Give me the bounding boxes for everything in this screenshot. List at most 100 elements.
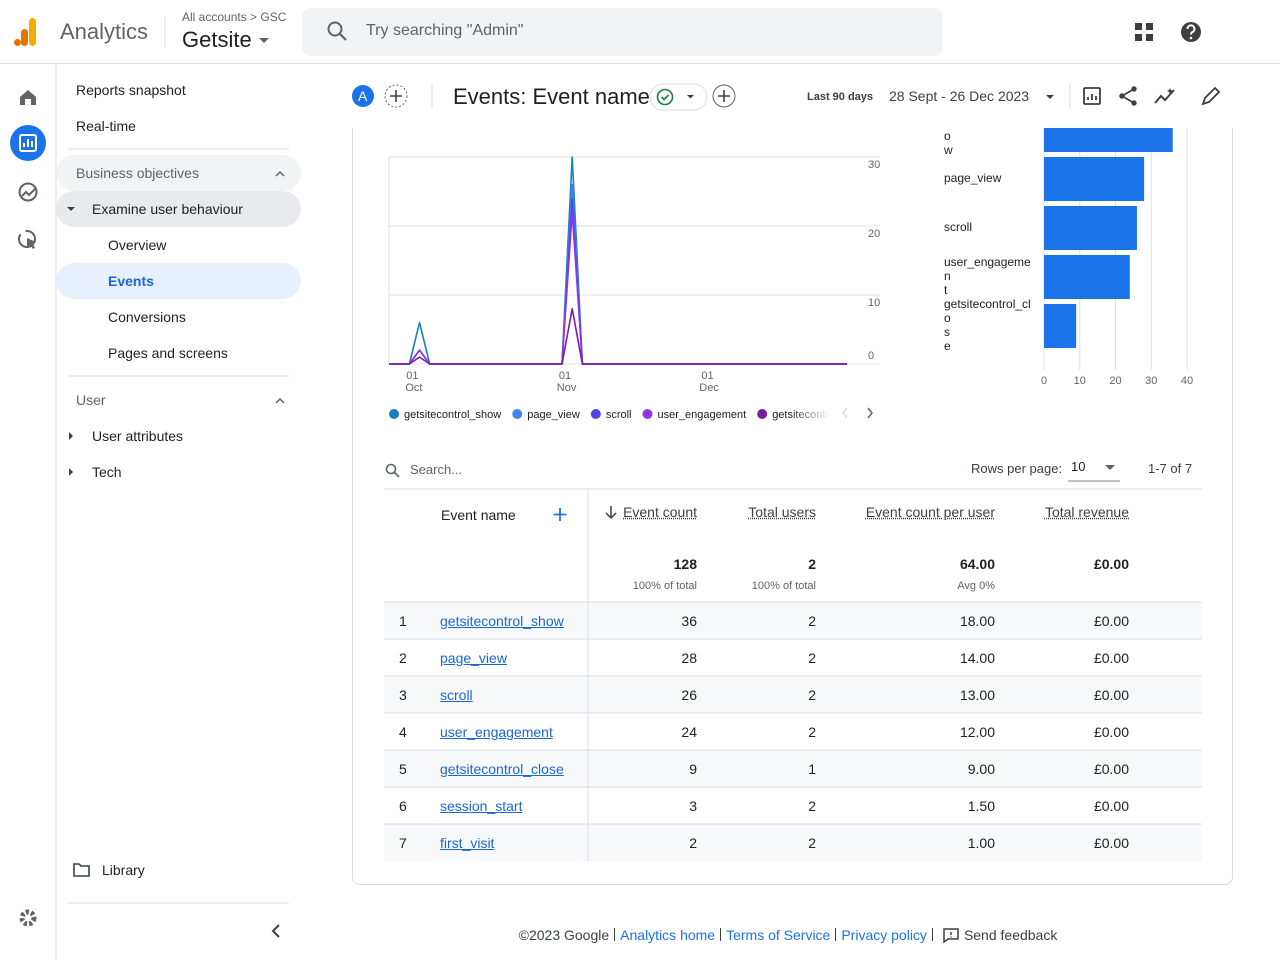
cell: 14.00: [960, 648, 995, 668]
nav-group[interactable]: Business objectives: [76, 163, 199, 183]
cell: 2: [808, 833, 816, 853]
property-caret[interactable]: [259, 38, 269, 43]
bar: [1044, 157, 1144, 201]
x-tick-label: 01 Oct: [402, 370, 422, 394]
legend-prev[interactable]: [843, 408, 847, 418]
footer-link[interactable]: Analytics home: [620, 927, 715, 943]
explore-icon[interactable]: [20, 184, 37, 201]
date-range-label: Last 90 days: [807, 87, 873, 107]
row-index: 3: [399, 685, 407, 705]
insights-icon[interactable]: [1155, 90, 1174, 103]
row-index: 5: [399, 759, 407, 779]
nav-item[interactable]: Library: [102, 860, 145, 880]
cell: 26: [681, 685, 697, 705]
cell: 12.00: [960, 722, 995, 742]
left-rail: [0, 64, 57, 960]
date-range[interactable]: 28 Sept - 26 Dec 2023: [889, 86, 1029, 106]
total-note: Avg 0%: [957, 576, 995, 596]
cell: £0.00: [1094, 648, 1129, 668]
cell: £0.00: [1094, 833, 1129, 853]
x-tick-label: 30: [1145, 375, 1157, 387]
y-tick-label: getsitecontrol_show: [943, 128, 1028, 157]
breadcrumb: All accounts > GSC: [182, 7, 286, 27]
column-header[interactable]: Event count per user: [866, 502, 995, 522]
total-note: 100% of total: [633, 576, 697, 596]
nav-item[interactable]: Tech: [92, 462, 122, 482]
event-name-link[interactable]: session_start: [440, 796, 522, 816]
legend-next[interactable]: [868, 408, 872, 418]
event-name-link[interactable]: page_view: [440, 648, 507, 668]
y-tick-label: scroll: [944, 220, 972, 234]
library-icon[interactable]: [74, 864, 89, 876]
legend-swatch: [512, 409, 522, 419]
footer-link[interactable]: Privacy policy: [841, 927, 927, 943]
series-line: [389, 185, 847, 364]
column-header[interactable]: Total revenue: [1045, 502, 1129, 522]
home-icon[interactable]: [20, 90, 36, 105]
nav-item[interactable]: Pages and screens: [108, 343, 228, 363]
event-name-link[interactable]: scroll: [440, 685, 473, 705]
feedback[interactable]: Send feedback: [964, 927, 1057, 943]
cell: 2: [689, 833, 697, 853]
apps-icon[interactable]: [1135, 23, 1153, 41]
total: 128: [674, 554, 697, 574]
event-name-link[interactable]: getsitecontrol_show: [440, 611, 564, 631]
cell: 1.00: [968, 833, 995, 853]
filter-chip[interactable]: [650, 84, 707, 110]
total-note: 100% of total: [752, 576, 816, 596]
y-tick-label: 10: [868, 297, 880, 309]
x-tick-label: 01 Nov: [554, 370, 577, 394]
event-name-link[interactable]: getsitecontrol_close: [440, 759, 564, 779]
cell: 2: [808, 722, 816, 742]
bar: [1044, 128, 1173, 152]
cell: 24: [681, 722, 697, 742]
event-name-link[interactable]: first_visit: [440, 833, 494, 853]
legend-label: scroll: [606, 409, 632, 421]
property-name[interactable]: Getsite: [182, 30, 252, 50]
bar: [1044, 304, 1076, 348]
search-placeholder[interactable]: Try searching "Admin": [366, 21, 523, 41]
nav-item[interactable]: Conversions: [108, 307, 186, 327]
nav-item[interactable]: Real-time: [76, 116, 136, 136]
y-tick-label: user_engagement: [944, 255, 1031, 297]
nav-item[interactable]: User attributes: [92, 426, 183, 446]
y-tick-label: page_view: [944, 171, 1002, 185]
event-name-link[interactable]: user_engagement: [440, 722, 553, 742]
add-dimension[interactable]: [554, 508, 567, 521]
pagination: 1-7 of 7: [1148, 459, 1192, 479]
edit-icon[interactable]: [1203, 88, 1219, 104]
x-tick-label: 40: [1181, 375, 1193, 387]
nav-item[interactable]: Events: [108, 271, 154, 291]
cell: 13.00: [960, 685, 995, 705]
cell: £0.00: [1094, 759, 1129, 779]
footer-link[interactable]: Terms of Service: [726, 927, 830, 943]
row-index: 2: [399, 648, 407, 668]
nav-item[interactable]: Reports snapshot: [76, 80, 186, 100]
report-title: Events: Event name: [453, 87, 650, 107]
cell: 2: [808, 796, 816, 816]
cell: 9: [689, 759, 697, 779]
avatar-letter: A: [358, 86, 367, 106]
column-header[interactable]: Event count: [623, 502, 697, 522]
nav-group[interactable]: User: [76, 390, 106, 410]
cell: £0.00: [1094, 796, 1129, 816]
y-tick-label: getsitecontrol_close: [944, 297, 1031, 353]
date-caret[interactable]: [1046, 95, 1054, 99]
legend-label: page_view: [527, 409, 580, 421]
legend-label: user_engagement: [658, 409, 747, 421]
legend-swatch: [591, 409, 601, 419]
x-tick-label: 20: [1109, 375, 1121, 387]
nav-subgroup[interactable]: Examine user behaviour: [92, 199, 243, 219]
column-header[interactable]: Total users: [748, 502, 816, 522]
table-search[interactable]: Search...: [410, 460, 462, 480]
legend-swatch: [643, 409, 653, 419]
collapse-nav[interactable]: [273, 925, 279, 937]
feedback-icon[interactable]: [942, 927, 960, 943]
cell: 28: [681, 648, 697, 668]
column-header: Event name: [441, 505, 516, 525]
nav-item[interactable]: Overview: [108, 235, 166, 255]
logo: [14, 18, 36, 46]
rows-caret[interactable]: [1105, 465, 1115, 470]
series-line: [389, 309, 847, 364]
rows-per-page[interactable]: 10: [1071, 457, 1085, 477]
